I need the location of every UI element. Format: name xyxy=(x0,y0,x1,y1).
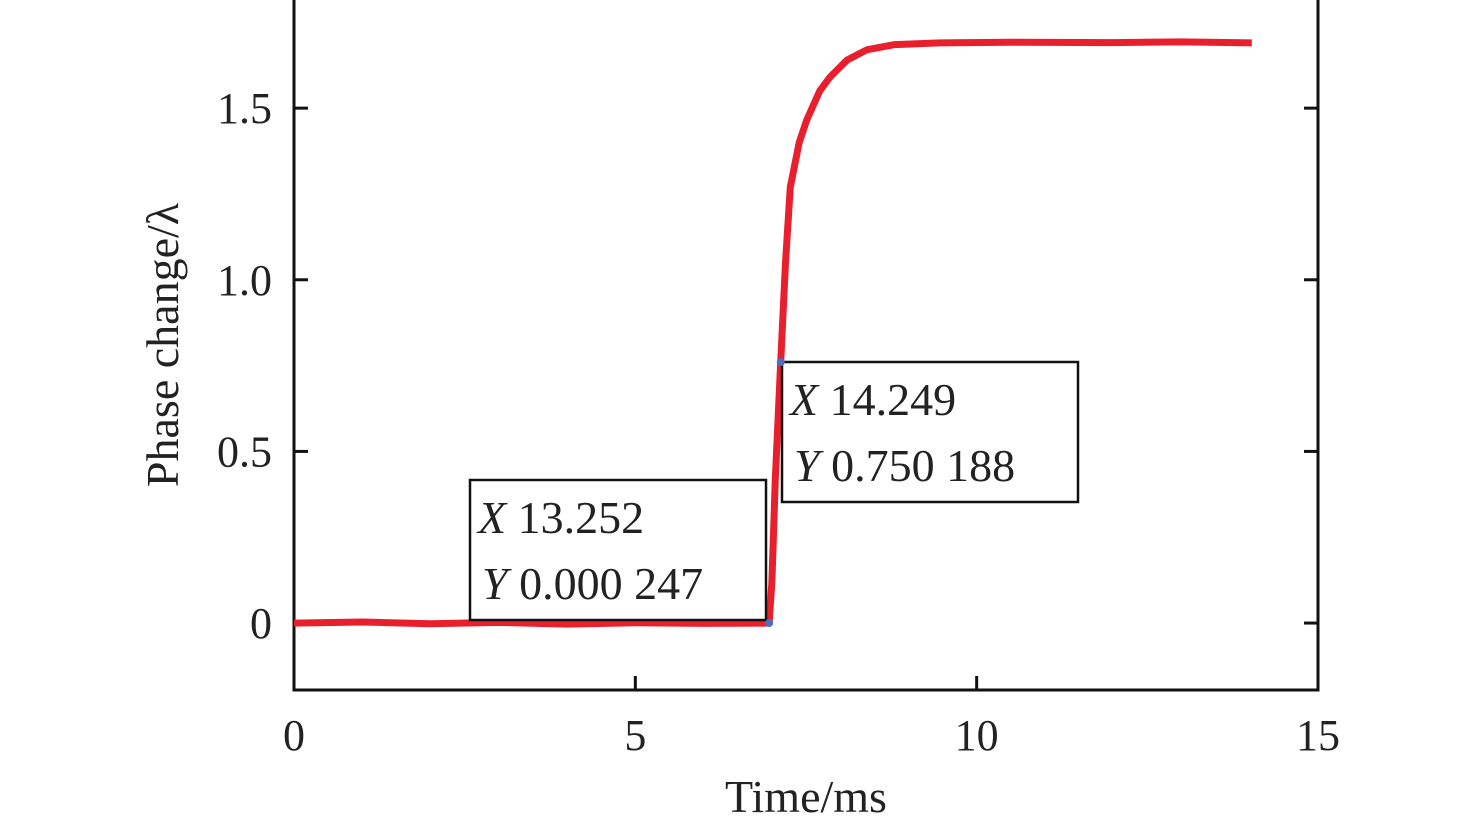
x-tick-label: 0 xyxy=(283,711,305,760)
x-tick-label: 15 xyxy=(1296,711,1340,760)
data-tip-marker xyxy=(765,619,774,628)
y-tick-label: 0.5 xyxy=(217,427,272,476)
y-axis-label: Phase change/λ xyxy=(137,202,188,487)
data-tip-x-label: X xyxy=(476,492,508,543)
tick-labels: 0 5 10 15 0 0.5 1.0 1.5 xyxy=(217,84,1340,760)
x-tick-label: 5 xyxy=(624,711,646,760)
data-tip: X 14.249 Y 0.750 188 xyxy=(776,358,1080,504)
plot-frame xyxy=(292,0,1320,692)
data-tip-y-label: Y xyxy=(482,558,512,609)
data-tip-x: X 14.249 xyxy=(788,374,956,425)
data-tip-x: X 13.252 xyxy=(476,492,644,543)
axes xyxy=(292,0,1320,692)
series-line xyxy=(293,38,1252,628)
data-tip-y: Y 0.000 247 xyxy=(482,558,703,609)
x-axis-label: Time/ms xyxy=(725,771,887,822)
data-tip-y-label: Y xyxy=(794,440,824,491)
data-tip-box xyxy=(780,360,1080,504)
y-tick-label: 1.5 xyxy=(217,84,272,133)
data-tip-y-value: 0.000 247 xyxy=(508,558,704,609)
x-tick-label: 10 xyxy=(955,711,999,760)
data-tip: X 13.252 Y 0.000 247 xyxy=(468,478,774,628)
data-tip-box xyxy=(468,478,768,622)
data-tip-y-value: 0.750 188 xyxy=(820,440,1016,491)
y-tick-label: 0 xyxy=(250,599,272,648)
data-tip-y: Y 0.750 188 xyxy=(794,440,1015,491)
data-tip-marker xyxy=(776,358,785,367)
data-tip-x-value: 14.249 xyxy=(818,374,956,425)
y-tick-label: 1.0 xyxy=(217,256,272,305)
data-tip-x-label: X xyxy=(788,374,820,425)
data-tip-x-value: 13.252 xyxy=(506,492,644,543)
